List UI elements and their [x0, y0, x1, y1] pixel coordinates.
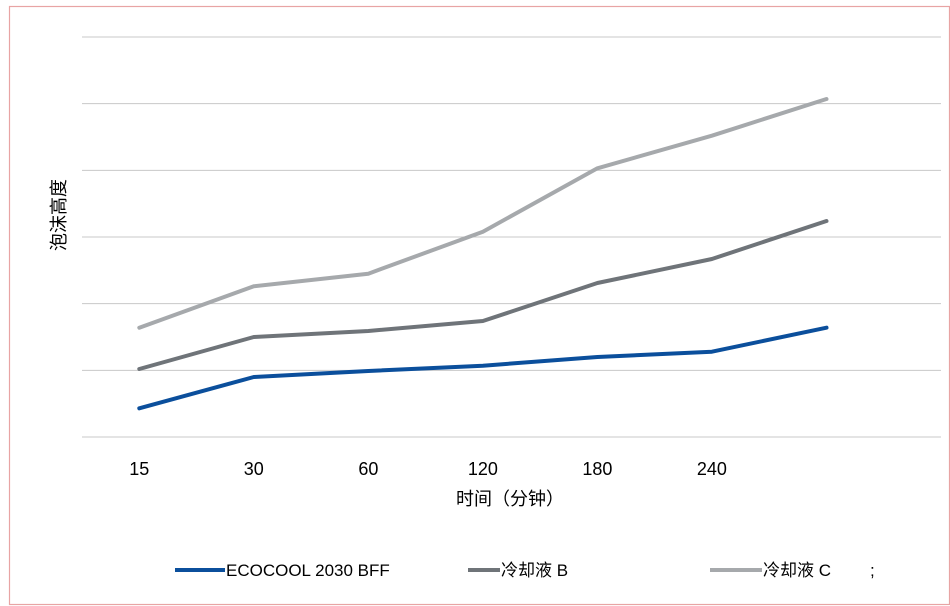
legend-extra-mark: ; — [870, 561, 875, 580]
series-line — [137, 325, 829, 411]
y-axis-label: 泡沫高度 — [49, 179, 69, 251]
legend-label: 冷却液 B — [501, 561, 568, 580]
x-axis: 15 30 60 120 180 240 — [129, 459, 727, 479]
x-tick-label: 180 — [582, 459, 612, 479]
x-tick-label: 60 — [358, 459, 378, 479]
legend: ECOCOOL 2030 BFF 冷却液 B 冷却液 C — [175, 561, 831, 580]
x-tick-label: 30 — [244, 459, 264, 479]
chart-border — [8, 5, 950, 606]
series-line — [137, 219, 829, 371]
plot-area — [137, 97, 829, 411]
legend-label: ECOCOOL 2030 BFF — [226, 561, 390, 580]
x-axis-label: 时间（分钟） — [456, 489, 564, 509]
x-tick-label: 240 — [697, 459, 727, 479]
x-tick-label: 120 — [468, 459, 498, 479]
x-tick-label: 15 — [129, 459, 149, 479]
legend-label: 冷却液 C — [763, 561, 831, 580]
gridlines — [82, 36, 941, 438]
series-line — [137, 97, 829, 330]
